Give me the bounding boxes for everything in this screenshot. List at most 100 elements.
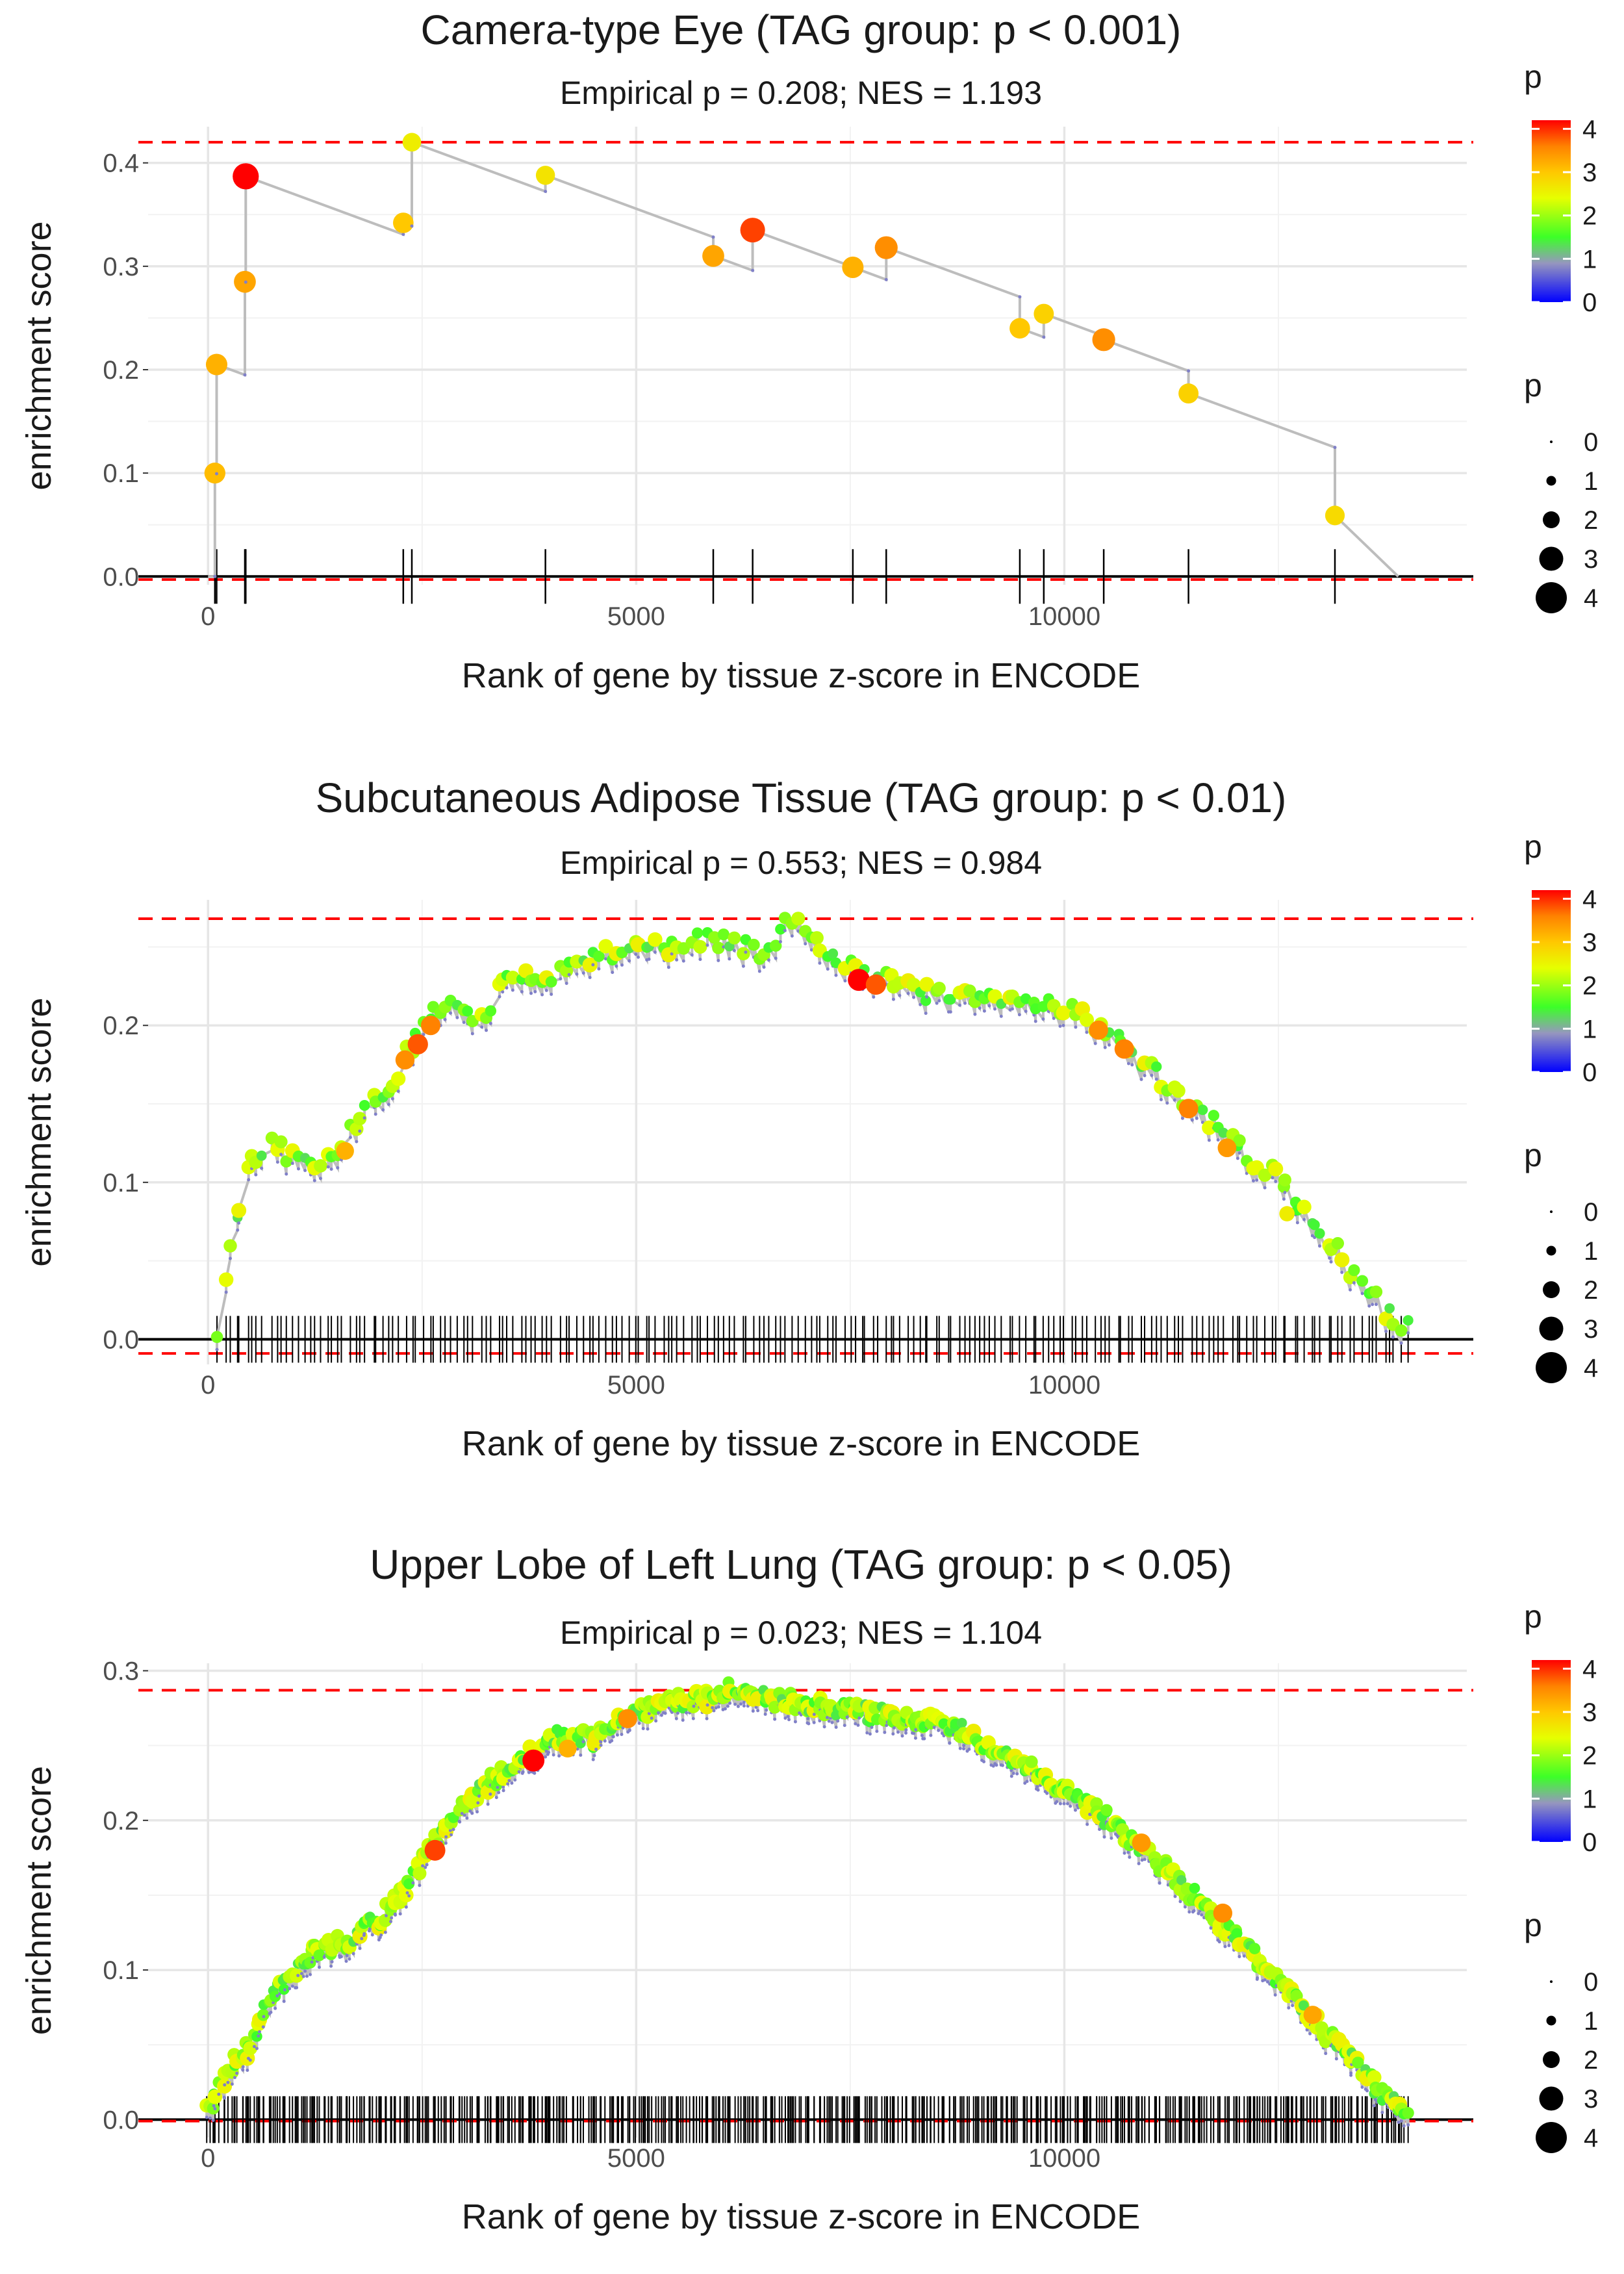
enrichment-point-min <box>358 1947 362 1950</box>
enrichment-point-min <box>904 1731 908 1735</box>
enrichment-point-min <box>246 2068 249 2072</box>
enrichment-point <box>393 212 414 233</box>
size-legend-label: 4 <box>1584 1354 1598 1383</box>
enrichment-point-min <box>773 1717 777 1721</box>
enrichment-point-min <box>1098 1828 1102 1832</box>
enrichment-point-min <box>497 1791 501 1795</box>
enrichment-point-min <box>215 1348 219 1351</box>
enrichment-point-min <box>1287 2006 1291 2010</box>
enrichment-point-min <box>211 2119 215 2123</box>
color-legend-label: 0 <box>1582 288 1597 317</box>
y-tick-label: 0.3 <box>103 1657 139 1686</box>
enrichment-points <box>210 912 1414 1351</box>
enrichment-point-min <box>1255 1178 1259 1182</box>
enrichment-point-min <box>705 1703 709 1707</box>
enrichment-point-min <box>929 1733 933 1737</box>
enrichment-point-min <box>529 991 533 995</box>
enrichment-point-min <box>1340 1270 1344 1274</box>
enrichment-point-min <box>295 1986 299 1989</box>
enrichment-point-min <box>425 1863 429 1867</box>
enrichment-point-min <box>1349 2071 1353 2075</box>
enrichment-point-min <box>728 1702 732 1706</box>
color-legend-label: 0 <box>1582 1828 1597 1857</box>
enrichment-point-min <box>1271 1176 1275 1180</box>
y-tick-label: 0.2 <box>103 1012 139 1040</box>
enrichment-point-min <box>546 1750 550 1754</box>
enrichment-point <box>1056 1005 1071 1021</box>
color-legend-label: 2 <box>1582 202 1597 231</box>
enrichment-point-min <box>1406 2123 1410 2127</box>
enrichment-point-min <box>1399 1341 1403 1345</box>
enrichment-point-min <box>1187 1910 1191 1914</box>
panel-subcutaneous-adipose-tissue: Subcutaneous Adipose Tissue (TAG group: … <box>19 774 1598 1463</box>
enrichment-point-min <box>273 2006 277 2010</box>
x-tick-label: 0 <box>201 602 215 631</box>
enrichment-point-min <box>1237 1954 1241 1958</box>
enrichment-point-min <box>603 957 607 961</box>
enrichment-point <box>920 995 932 1006</box>
enrichment-point-min <box>279 1153 283 1156</box>
enrichment-point-min <box>1373 2098 1377 2102</box>
enrichment-point <box>243 2041 258 2056</box>
enrichment-point-min <box>588 976 592 980</box>
enrichment-point-min <box>581 971 585 975</box>
enrichment-point-min <box>891 997 895 1001</box>
enrichment-point-min <box>654 1719 658 1723</box>
color-legend-label: 2 <box>1582 1742 1597 1770</box>
enrichment-point-min <box>422 1032 425 1036</box>
enrichment-point-min <box>1216 1138 1220 1142</box>
enrichment-point <box>1114 1039 1134 1059</box>
enrichment-point-min <box>739 1702 743 1706</box>
enrichment-point-min <box>1180 1116 1184 1120</box>
enrichment-point-min <box>591 963 595 967</box>
enrichment-point-min <box>213 574 217 578</box>
enrichment-point-min <box>615 1733 619 1737</box>
enrichment-point-min <box>818 1719 822 1723</box>
enrichment-point-min <box>567 973 571 977</box>
enrichment-point-min <box>214 472 218 476</box>
enrichment-point-min <box>913 1736 917 1740</box>
enrichment-point-min <box>1197 1911 1200 1915</box>
size-legend-dot <box>1546 476 1556 486</box>
chart-title: Camera-type Eye (TAG group: p < 0.001) <box>421 6 1182 53</box>
enrichment-point-min <box>208 2116 212 2120</box>
enrichment-point <box>582 957 598 973</box>
enrichment-point-min <box>1183 1905 1187 1909</box>
enrichment-point-min <box>285 1172 288 1176</box>
enrichment-point-min <box>355 1140 359 1143</box>
enrichment-point-min <box>475 1810 479 1814</box>
enrichment-point-min <box>1252 1179 1256 1182</box>
enrichment-point <box>518 963 534 978</box>
enrichment-point-min <box>685 1711 689 1715</box>
enrichment-point-min <box>765 1708 768 1712</box>
enrichment-point-min <box>822 1725 826 1729</box>
enrichment-point-min <box>919 1003 922 1006</box>
enrichment-point-min <box>1207 1138 1211 1142</box>
enrichment-point-min <box>226 2080 230 2084</box>
enrichment-point-min <box>1200 1913 1204 1917</box>
enrichment-point-min <box>507 1779 511 1783</box>
size-legend-dot <box>1550 1980 1553 1983</box>
enrichment-point-min <box>698 958 702 962</box>
enrichment-point-min <box>244 280 247 284</box>
x-axis-label: Rank of gene by tissue z-score in ENCODE <box>462 2197 1140 2236</box>
enrichment-point-min <box>599 1740 603 1744</box>
enrichment-point-min <box>1263 1978 1267 1982</box>
enrichment-point-min <box>396 1090 400 1093</box>
enrichment-point-min <box>339 1955 343 1959</box>
color-legend-label: 1 <box>1582 1015 1597 1043</box>
size-legend-label: 1 <box>1584 2007 1598 2036</box>
enrichment-point-min <box>1273 1993 1277 1997</box>
enrichment-point-min <box>914 1728 918 1731</box>
enrichment-point-min <box>1367 1304 1371 1308</box>
enrichment-point-min <box>1360 1292 1364 1296</box>
enrichment-point-min <box>1333 446 1337 450</box>
legend: p 0 1 2 3 4 p 0 1 2 3 4 <box>1524 58 1598 613</box>
enrichment-point-min <box>982 1009 986 1013</box>
enrichment-point <box>708 931 721 944</box>
enrichment-point-min <box>465 1816 469 1820</box>
enrichment-point-min <box>836 1719 840 1723</box>
color-legend-title: p <box>1524 1598 1542 1635</box>
enrichment-point-min <box>1058 1024 1062 1028</box>
enrichment-point <box>1297 1199 1312 1214</box>
